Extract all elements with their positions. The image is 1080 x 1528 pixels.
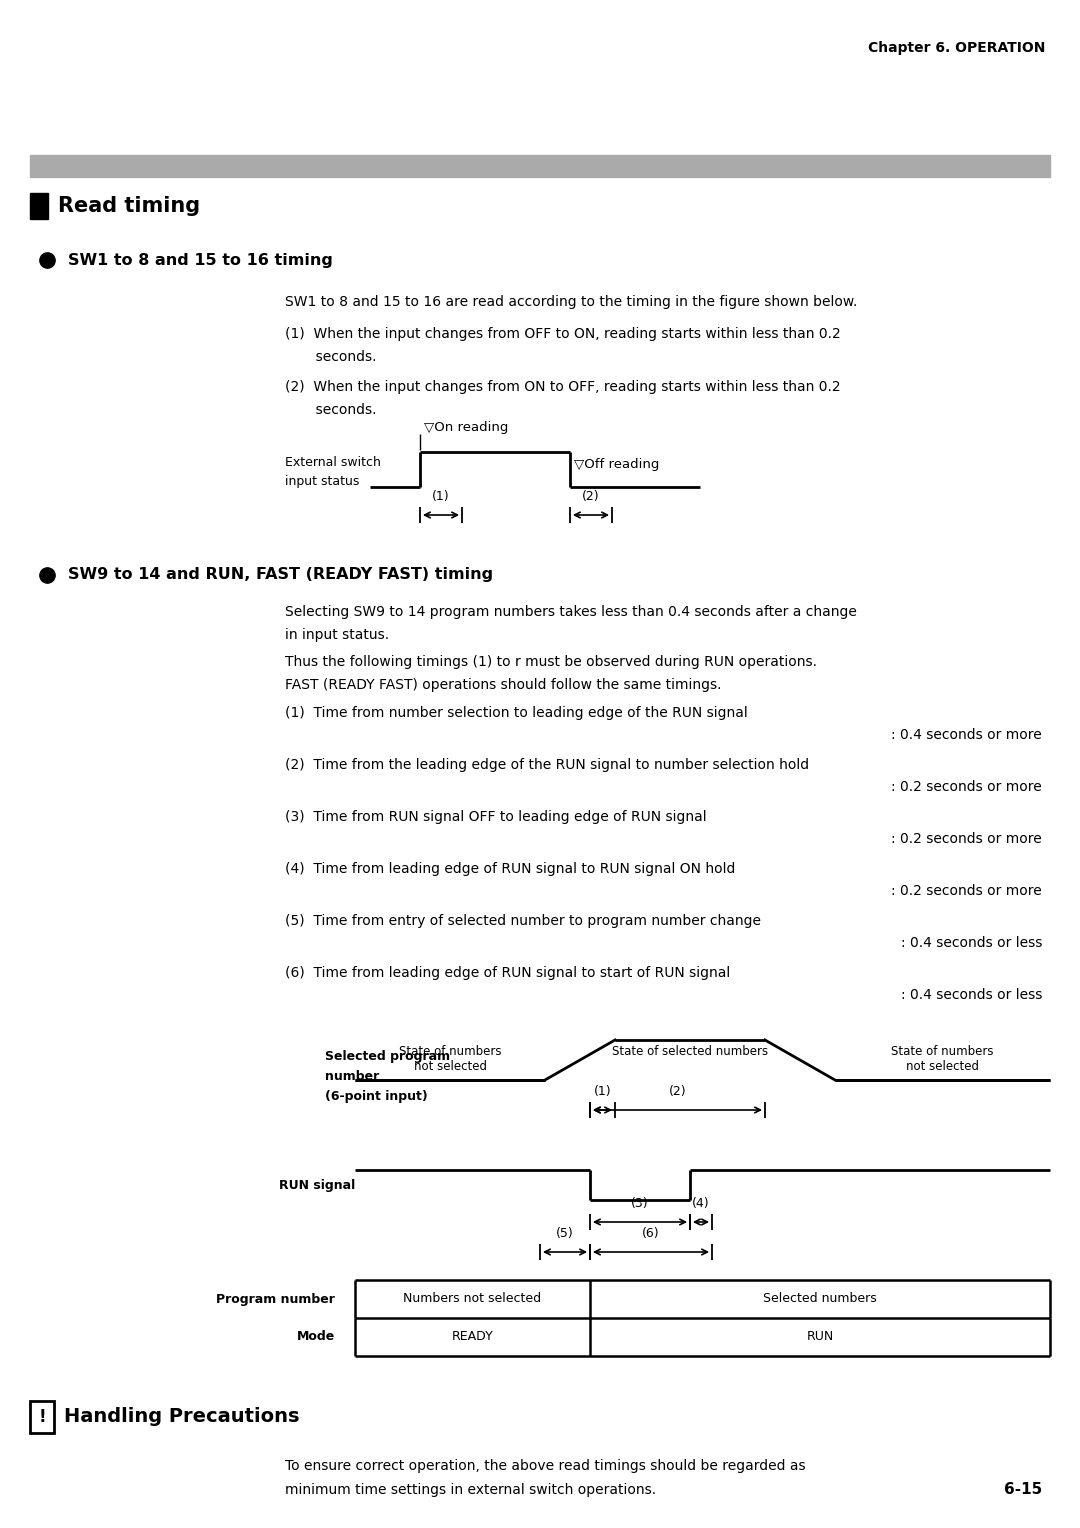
Text: Read timing: Read timing bbox=[58, 196, 200, 215]
Text: seconds.: seconds. bbox=[285, 403, 377, 417]
Text: : 0.4 seconds or less: : 0.4 seconds or less bbox=[901, 989, 1042, 1002]
Text: Selected numbers: Selected numbers bbox=[764, 1293, 877, 1305]
Text: State of numbers
not selected: State of numbers not selected bbox=[399, 1045, 501, 1073]
Text: To ensure correct operation, the above read timings should be regarded as: To ensure correct operation, the above r… bbox=[285, 1459, 806, 1473]
Text: (2): (2) bbox=[669, 1085, 686, 1099]
Text: State of selected numbers: State of selected numbers bbox=[612, 1045, 768, 1057]
Text: READY: READY bbox=[451, 1331, 494, 1343]
Text: (6)  Time from leading edge of RUN signal to start of RUN signal: (6) Time from leading edge of RUN signal… bbox=[285, 966, 730, 979]
Text: RUN: RUN bbox=[807, 1331, 834, 1343]
Text: ▽Off reading: ▽Off reading bbox=[573, 458, 660, 471]
Text: : 0.2 seconds or more: : 0.2 seconds or more bbox=[891, 779, 1042, 795]
Text: input status: input status bbox=[285, 475, 360, 489]
Bar bbox=[30, 1401, 54, 1433]
Text: (1): (1) bbox=[432, 490, 449, 503]
Text: Program number: Program number bbox=[216, 1293, 335, 1305]
Text: Handling Precautions: Handling Precautions bbox=[64, 1407, 299, 1427]
Text: (5): (5) bbox=[556, 1227, 573, 1241]
Text: (2)  When the input changes from ON to OFF, reading starts within less than 0.2: (2) When the input changes from ON to OF… bbox=[285, 380, 840, 394]
Text: State of numbers
not selected: State of numbers not selected bbox=[891, 1045, 994, 1073]
Text: ▽On reading: ▽On reading bbox=[424, 422, 509, 434]
Text: (6): (6) bbox=[643, 1227, 660, 1241]
Text: in input status.: in input status. bbox=[285, 628, 389, 642]
Text: (1): (1) bbox=[594, 1085, 611, 1099]
Text: seconds.: seconds. bbox=[285, 350, 377, 364]
Text: : 0.4 seconds or less: : 0.4 seconds or less bbox=[901, 937, 1042, 950]
Text: (4)  Time from leading edge of RUN signal to RUN signal ON hold: (4) Time from leading edge of RUN signal… bbox=[285, 862, 735, 876]
Text: (1)  Time from number selection to leading edge of the RUN signal: (1) Time from number selection to leadin… bbox=[285, 706, 747, 720]
Text: SW9 to 14 and RUN, FAST (READY FAST) timing: SW9 to 14 and RUN, FAST (READY FAST) tim… bbox=[68, 567, 494, 582]
Text: (6-point input): (6-point input) bbox=[325, 1089, 428, 1103]
Bar bbox=[30, 154, 1050, 177]
Text: FAST (READY FAST) operations should follow the same timings.: FAST (READY FAST) operations should foll… bbox=[285, 678, 721, 692]
Text: number: number bbox=[325, 1070, 379, 1083]
Text: SW1 to 8 and 15 to 16 are read according to the timing in the figure shown below: SW1 to 8 and 15 to 16 are read according… bbox=[285, 295, 858, 309]
Text: !: ! bbox=[38, 1407, 45, 1426]
Text: External switch: External switch bbox=[285, 455, 381, 469]
Text: (4): (4) bbox=[692, 1196, 710, 1210]
Text: Selected program: Selected program bbox=[325, 1050, 450, 1063]
Text: Selecting SW9 to 14 program numbers takes less than 0.4 seconds after a change: Selecting SW9 to 14 program numbers take… bbox=[285, 605, 856, 619]
Text: Mode: Mode bbox=[297, 1331, 335, 1343]
Text: (2): (2) bbox=[582, 490, 599, 503]
Text: SW1 to 8 and 15 to 16 timing: SW1 to 8 and 15 to 16 timing bbox=[68, 252, 333, 267]
Text: Numbers not selected: Numbers not selected bbox=[404, 1293, 541, 1305]
Text: : 0.2 seconds or more: : 0.2 seconds or more bbox=[891, 885, 1042, 898]
Text: Chapter 6. OPERATION: Chapter 6. OPERATION bbox=[867, 41, 1045, 55]
Text: (3)  Time from RUN signal OFF to leading edge of RUN signal: (3) Time from RUN signal OFF to leading … bbox=[285, 810, 706, 824]
Bar bbox=[30, 193, 48, 219]
Text: minimum time settings in external switch operations.: minimum time settings in external switch… bbox=[285, 1484, 657, 1497]
Text: (2)  Time from the leading edge of the RUN signal to number selection hold: (2) Time from the leading edge of the RU… bbox=[285, 758, 809, 772]
Text: : 0.4 seconds or more: : 0.4 seconds or more bbox=[891, 727, 1042, 743]
Text: RUN signal: RUN signal bbox=[279, 1178, 355, 1192]
Text: (3): (3) bbox=[631, 1196, 649, 1210]
Text: (1)  When the input changes from OFF to ON, reading starts within less than 0.2: (1) When the input changes from OFF to O… bbox=[285, 327, 840, 341]
Text: 6-15: 6-15 bbox=[1003, 1482, 1042, 1497]
Text: (5)  Time from entry of selected number to program number change: (5) Time from entry of selected number t… bbox=[285, 914, 761, 927]
Text: Thus the following timings (1) to r must be observed during RUN operations.: Thus the following timings (1) to r must… bbox=[285, 656, 816, 669]
Text: : 0.2 seconds or more: : 0.2 seconds or more bbox=[891, 833, 1042, 847]
